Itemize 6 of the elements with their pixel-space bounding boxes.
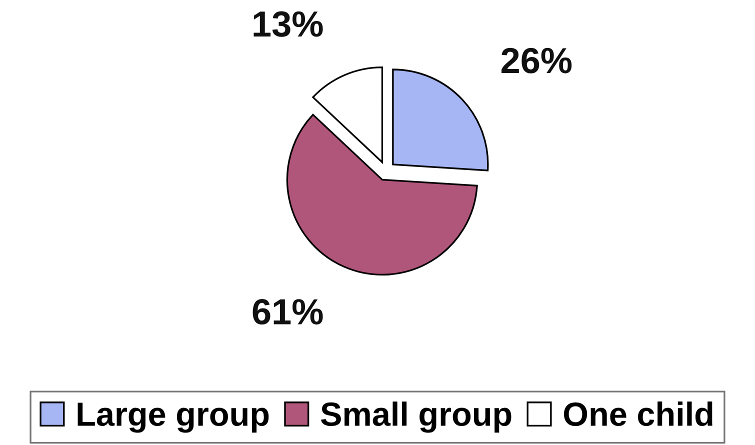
data-label: 61% — [252, 298, 323, 325]
legend-label: Large group — [78, 402, 269, 433]
legend-label: Small group — [320, 402, 512, 433]
data-label: 26% — [502, 48, 572, 74]
legend-label: One child — [564, 402, 712, 426]
data-label: 13% — [254, 11, 323, 37]
